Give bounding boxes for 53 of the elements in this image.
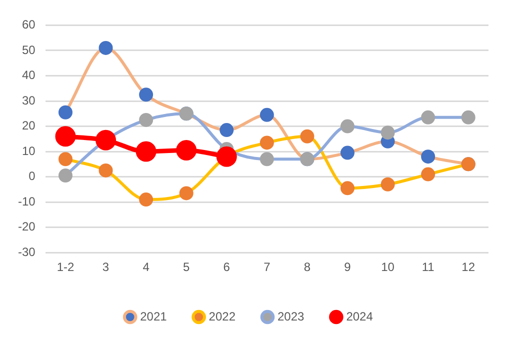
point [340, 119, 354, 134]
y-tick-label: 10 [22, 144, 36, 158]
x-tick-label: 10 [381, 260, 395, 274]
y-tick-label: 20 [22, 118, 36, 133]
y-tick-label: 60 [22, 18, 36, 32]
y-tick-label: -10 [18, 194, 36, 208]
y-tick-label: 30 [22, 93, 36, 108]
point [421, 150, 436, 164]
y-tick-label: 40 [22, 68, 36, 82]
x-tick-label: 3 [102, 260, 110, 274]
point [136, 141, 156, 162]
point [461, 110, 476, 124]
point [260, 136, 274, 150]
legend-label: 2023 [278, 309, 305, 324]
x-tick-label: 5 [183, 260, 190, 274]
x-tick-label: 1-2 [56, 260, 74, 274]
y-tick-label: 50 [22, 42, 36, 57]
point [98, 40, 113, 55]
y-tick-label: -30 [18, 244, 36, 259]
x-tick-label: 8 [304, 260, 311, 274]
point [260, 152, 274, 166]
point [139, 112, 154, 127]
point [216, 146, 237, 167]
x-tick-label: 9 [344, 260, 352, 274]
x-tick-label: 6 [223, 260, 230, 274]
point [58, 152, 72, 166]
point [58, 105, 72, 120]
point [139, 88, 154, 102]
y-tick-label: 0 [28, 169, 36, 184]
point [176, 140, 197, 161]
point [421, 167, 436, 182]
point [380, 126, 395, 140]
x-tick-label: 4 [142, 260, 150, 274]
point [58, 168, 72, 183]
x-tick-label: 11 [422, 260, 435, 274]
point [220, 123, 234, 138]
legend-label: 2021 [140, 309, 168, 324]
point [340, 146, 354, 160]
legend-label: 2024 [346, 309, 374, 324]
point [98, 163, 113, 178]
point [55, 126, 76, 147]
point [300, 129, 314, 144]
point [380, 177, 395, 192]
point [421, 110, 436, 124]
y-tick-label: -20 [18, 220, 36, 234]
point [260, 108, 274, 122]
point [139, 192, 154, 207]
point [179, 186, 194, 200]
point [340, 181, 354, 196]
x-tick-label: 7 [264, 260, 271, 274]
point [96, 130, 116, 150]
legend-label: 2022 [208, 309, 236, 324]
x-tick-label: 12 [462, 260, 476, 274]
